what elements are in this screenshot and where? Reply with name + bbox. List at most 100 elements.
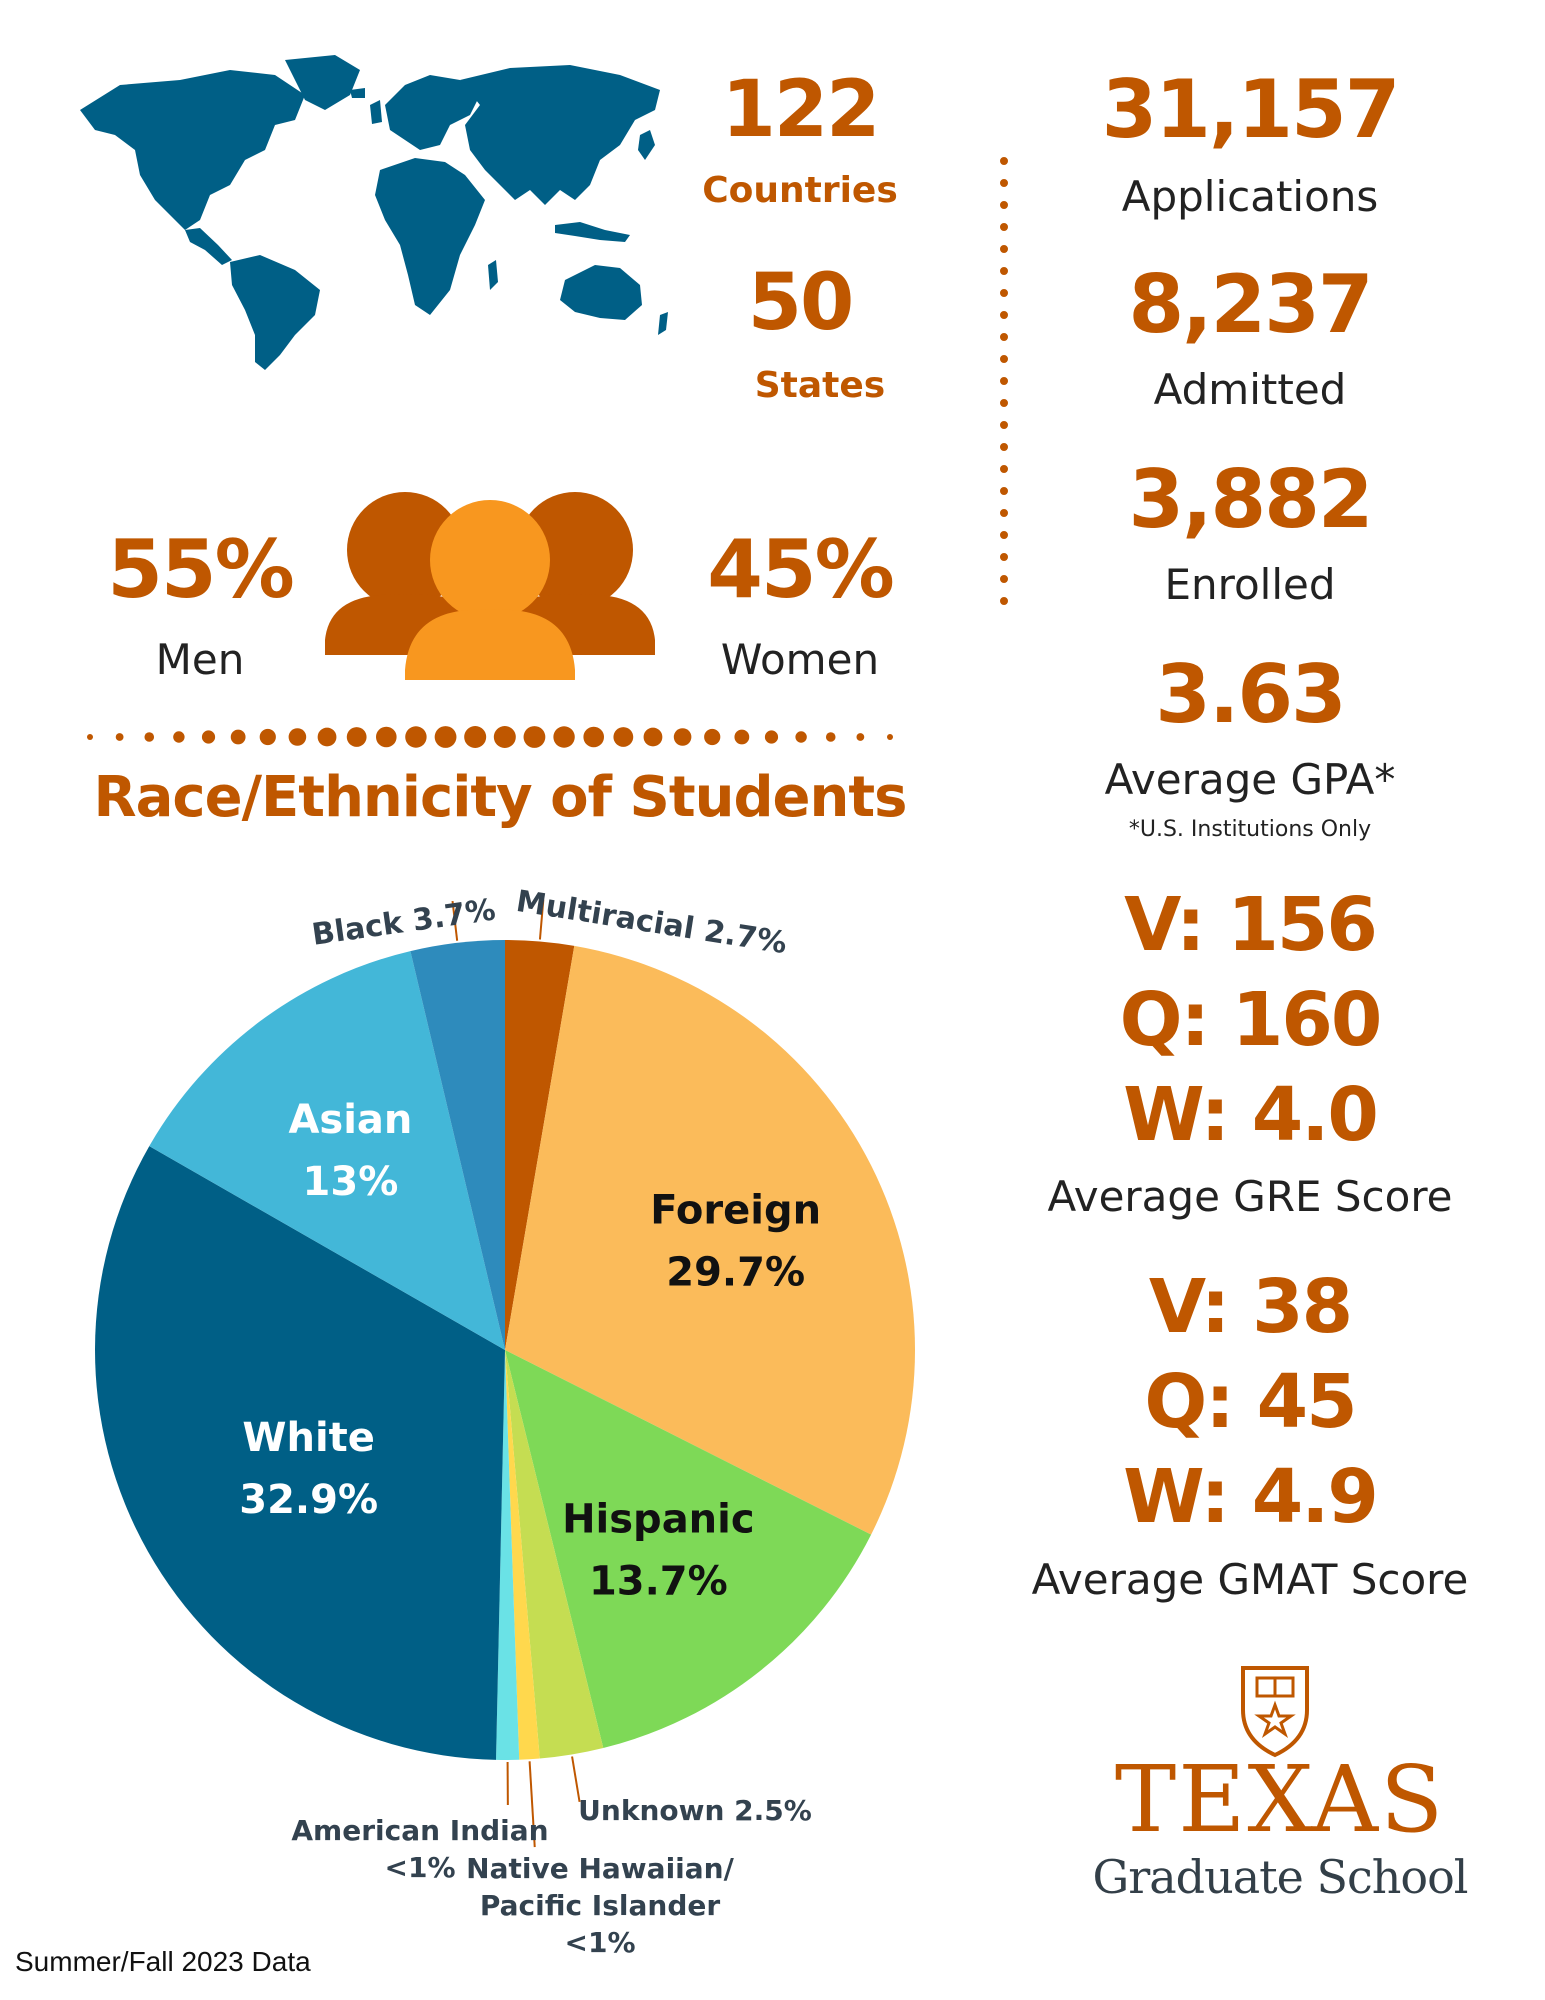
label-hispanic-value: 13.7% [589, 1558, 728, 1604]
central-america-shape [185, 228, 232, 265]
pie-slice-foreign [505, 945, 916, 1535]
gpa-note: *U.S. Institutions Only [1128, 817, 1372, 842]
label-american-indian-line1: American Indian [291, 1814, 548, 1847]
states-value: 50 [747, 258, 855, 348]
new-zealand-shape [658, 312, 668, 335]
divider-dot [346, 727, 367, 747]
label-foreign-value: 29.7% [666, 1250, 805, 1296]
gmat-quant: Q: 45 [1144, 1359, 1357, 1445]
label-unknown: Unknown 2.5% [578, 1794, 812, 1827]
indonesia-shape [555, 222, 630, 242]
label-white-name: White [242, 1415, 375, 1461]
divider-dot [201, 730, 216, 744]
gmat-writing: W: 4.9 [1123, 1454, 1379, 1540]
footer-note: Summer/Fall 2023 Data [15, 1946, 311, 1977]
asia-shape [460, 65, 660, 205]
people-icon [325, 492, 655, 680]
divider-dot [375, 726, 397, 748]
divider-dot [734, 729, 750, 745]
gre-label: Average GRE Score [1047, 1172, 1453, 1221]
admitted-value: 8,237 [1128, 258, 1373, 351]
divider-dot [613, 727, 634, 747]
gre-writing: W: 4.0 [1123, 1072, 1379, 1158]
world-map [80, 55, 668, 370]
women-percent: 45% [707, 523, 894, 616]
gre-verbal: V: 156 [1124, 882, 1378, 968]
gmat-label: Average GMAT Score [1031, 1555, 1469, 1604]
leader-unknown [571, 1756, 581, 1803]
pie-slice-unknown [505, 1350, 604, 1759]
divider-dot [259, 728, 276, 746]
label-asian-value: 13% [303, 1159, 399, 1205]
divider-dot [704, 728, 721, 746]
divider-dot [288, 728, 307, 746]
divider-dot [523, 726, 546, 748]
pie-slice-white [95, 1146, 505, 1760]
vertical-dotted-divider [1000, 157, 1008, 613]
countries-value: 122 [721, 65, 881, 155]
states-label: States [754, 365, 886, 406]
label-native-hawaiian-line1: Native Hawaiian/ [466, 1852, 734, 1885]
label-asian-name: Asian [288, 1097, 412, 1143]
divider-dot [144, 732, 155, 742]
label-native-hawaiian-line3: <1% [565, 1926, 636, 1959]
pie-slice-asian [149, 951, 506, 1350]
pie-slice-american-indian [496, 1350, 520, 1761]
ethnicity-pie-chart: Foreign 29.7% Hispanic 13.7% White 32.9% Asian… [95, 884, 916, 1959]
australia-shape [560, 265, 642, 320]
label-native-hawaiian-line2: Pacific Islander [480, 1889, 721, 1922]
chart-title: Race/Ethnicity of Students [93, 765, 908, 830]
divider-dot [230, 729, 246, 745]
divider-dot [856, 733, 865, 741]
greenland-shape [285, 55, 360, 110]
applications-label: Applications [1121, 172, 1379, 221]
pie-slice-black [410, 940, 505, 1350]
enrolled-label: Enrolled [1164, 560, 1336, 609]
texas-logo-subtitle: Graduate School [1092, 1850, 1469, 1904]
divider-dot [673, 728, 692, 746]
divider-dot [493, 726, 516, 748]
texas-logo-wordmark: TEXAS [1114, 1746, 1446, 1853]
north-america-shape [80, 70, 305, 230]
texas-seal-icon [1241, 1666, 1309, 1758]
divider-dot [405, 726, 427, 748]
divider-dot [887, 734, 893, 740]
applications-value: 31,157 [1101, 63, 1401, 156]
enrolled-value: 3,882 [1128, 453, 1373, 546]
women-label: Women [720, 635, 880, 684]
pie-slice-multiracial [505, 940, 575, 1350]
leader-multiracial [538, 899, 545, 940]
divider-dot [795, 731, 807, 743]
gpa-value: 3.63 [1155, 648, 1346, 741]
divider-dot [317, 727, 337, 747]
divider-dot [825, 732, 836, 742]
divider-dot [553, 726, 575, 748]
divider-dot [115, 733, 124, 741]
gmat-verbal: V: 38 [1148, 1264, 1353, 1350]
africa-shape [375, 158, 485, 315]
men-percent: 55% [107, 523, 294, 616]
admitted-label: Admitted [1153, 365, 1347, 414]
countries-label: Countries [702, 170, 898, 211]
label-white-value: 32.9% [239, 1477, 378, 1523]
divider-dot [87, 734, 93, 740]
divider-dot [173, 731, 185, 743]
divider-dot [464, 726, 487, 748]
label-foreign-name: Foreign [650, 1188, 821, 1234]
pie-slice-native-hawaiian-pacific-islander [505, 1350, 540, 1760]
europe-shape [385, 75, 480, 150]
label-american-indian-line2: <1% [385, 1851, 456, 1884]
men-label: Men [155, 635, 245, 684]
divider-dot [583, 726, 605, 748]
leader-black [451, 900, 459, 941]
south-america-shape [230, 255, 320, 370]
pie-slice-hispanic [505, 1350, 872, 1748]
divider-dot [434, 726, 457, 748]
label-hispanic-name: Hispanic [562, 1496, 755, 1542]
horizontal-dotted-divider [87, 726, 893, 748]
japan-shape [638, 130, 655, 160]
leader-native-hawaiian [528, 1761, 536, 1848]
gre-quant: Q: 160 [1119, 977, 1383, 1063]
iceland-shape [350, 88, 365, 98]
divider-dot [764, 730, 779, 744]
